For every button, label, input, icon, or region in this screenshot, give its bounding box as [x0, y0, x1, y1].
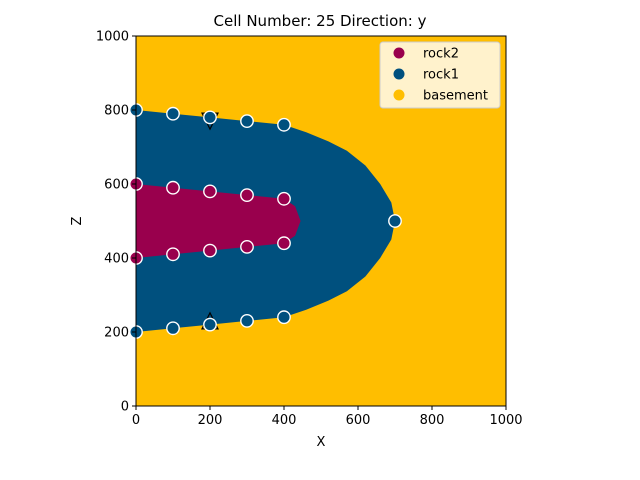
- x-tick-label-600: 600: [346, 413, 371, 428]
- y-tick-label-1000: 1000: [96, 30, 129, 45]
- surface-point-rock1-14: [277, 117, 291, 132]
- x-tick-label-1000: 1000: [489, 413, 522, 428]
- x-axis: 0 200 400 600 800 1000 X: [132, 406, 523, 450]
- surface-point-rock2-4: [277, 191, 291, 206]
- legend-label-rock1: rock1: [423, 68, 459, 83]
- surface-point-rock2-7: [203, 243, 217, 258]
- surface-point-rock1-13: [240, 114, 254, 129]
- legend-marker-rock2: [393, 47, 405, 59]
- legend-label-basement: basement: [423, 89, 488, 104]
- surface-point-rock2-3: [240, 188, 254, 203]
- x-axis-label: X: [317, 435, 326, 450]
- surface-point-rock1-11: [166, 106, 180, 121]
- y-tick-label-0: 0: [121, 400, 129, 415]
- surface-point-rock1-18: [240, 313, 254, 328]
- y-tick-label-800: 800: [104, 104, 129, 119]
- surface-point-rock1-19: [277, 310, 291, 325]
- surface-point-rock2-1: [166, 180, 180, 195]
- x-tick-label-0: 0: [132, 413, 140, 428]
- x-tick-label-400: 400: [272, 413, 297, 428]
- x-tick-label-200: 200: [198, 413, 223, 428]
- surface-point-rock1-16: [166, 321, 180, 336]
- y-axis-label: Z: [70, 216, 85, 225]
- surface-point-rock1-17: [203, 317, 217, 332]
- plot-frame: [135, 35, 507, 407]
- legend-label-rock2: rock2: [423, 47, 459, 62]
- surface-point-rock2-8: [240, 239, 254, 254]
- legend: rock2 rock1 basement: [379, 41, 501, 109]
- legend-marker-basement: [393, 89, 405, 101]
- surface-point-rock2-9: [277, 236, 291, 251]
- legend-marker-rock1: [393, 68, 405, 80]
- surface-point-rock2-6: [166, 247, 180, 262]
- y-tick-label-600: 600: [104, 178, 129, 193]
- y-tick-label-400: 400: [104, 252, 129, 267]
- y-axis: 0 200 400 600 800 1000 Z: [70, 30, 136, 415]
- y-tick-label-200: 200: [104, 326, 129, 341]
- x-tick-label-800: 800: [420, 413, 445, 428]
- rock2-region: [136, 184, 301, 258]
- surface-point-rock1-20: [388, 214, 402, 228]
- chart-title: Cell Number: 25 Direction: y: [214, 12, 427, 30]
- surface-point-rock1-12: [203, 110, 217, 125]
- legend-box: [379, 41, 501, 109]
- surface-point-rock2-2: [203, 184, 217, 199]
